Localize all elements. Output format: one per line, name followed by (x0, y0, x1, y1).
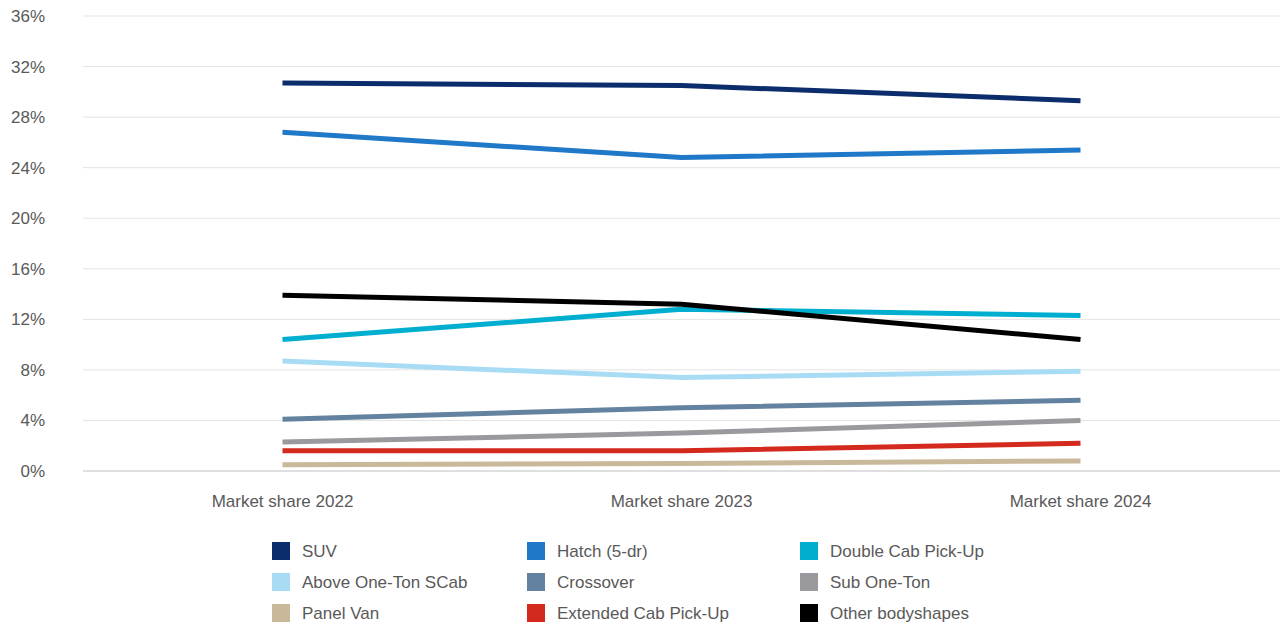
legend-swatch (527, 604, 545, 622)
grid-line (83, 319, 1280, 320)
legend-swatch (800, 573, 818, 591)
y-tick-label: 0% (20, 462, 45, 481)
y-tick-label: 32% (11, 58, 45, 77)
legend-label: Double Cab Pick-Up (830, 542, 984, 561)
grid-line (83, 471, 1280, 472)
grid-line (83, 369, 1280, 370)
series-line (283, 443, 1081, 451)
x-tick-label: Market share 2023 (611, 492, 753, 511)
series-line (283, 295, 1081, 339)
series-line (283, 132, 1081, 157)
series-line (283, 420, 1081, 441)
legend-label: Hatch (5-dr) (557, 542, 648, 561)
series-line (283, 400, 1081, 419)
legend-swatch (527, 573, 545, 591)
legend-swatch (527, 542, 545, 560)
y-tick-label: 24% (11, 159, 45, 178)
grid-line (83, 268, 1280, 269)
series-line (283, 309, 1081, 339)
x-tick-label: Market share 2022 (212, 492, 354, 511)
y-tick-label: 8% (20, 361, 45, 380)
y-tick-label: 4% (20, 411, 45, 430)
grid-line (83, 167, 1280, 168)
legend-label: Above One-Ton SCab (302, 573, 467, 592)
x-tick-label: Market share 2024 (1010, 492, 1152, 511)
legend-swatch (800, 542, 818, 560)
grid-line (83, 117, 1280, 118)
legend-label: Extended Cab Pick-Up (557, 604, 729, 623)
series-line (283, 461, 1081, 465)
y-tick-label: 36% (11, 7, 45, 26)
grid-line (83, 218, 1280, 219)
grid-line (83, 16, 1280, 17)
series-line (283, 361, 1081, 377)
series-line (283, 83, 1081, 101)
grid-line (83, 66, 1280, 67)
legend-swatch (272, 604, 290, 622)
legend-swatch (272, 573, 290, 591)
lines (283, 83, 1081, 465)
legend-label: Other bodyshapes (830, 604, 969, 623)
y-tick-label: 16% (11, 260, 45, 279)
grid-line (83, 420, 1280, 421)
y-tick-label: 12% (11, 310, 45, 329)
legend-label: Sub One-Ton (830, 573, 930, 592)
y-tick-label: 20% (11, 209, 45, 228)
legend-label: SUV (302, 542, 338, 561)
legend-swatch (272, 542, 290, 560)
legend-swatch (800, 604, 818, 622)
legend-label: Panel Van (302, 604, 379, 623)
legend-label: Crossover (557, 573, 635, 592)
y-tick-label: 28% (11, 108, 45, 127)
chart: 0% 4% 8% 12% 16% 20% 24% 28% 32% 36% Market share … (0, 0, 1280, 633)
